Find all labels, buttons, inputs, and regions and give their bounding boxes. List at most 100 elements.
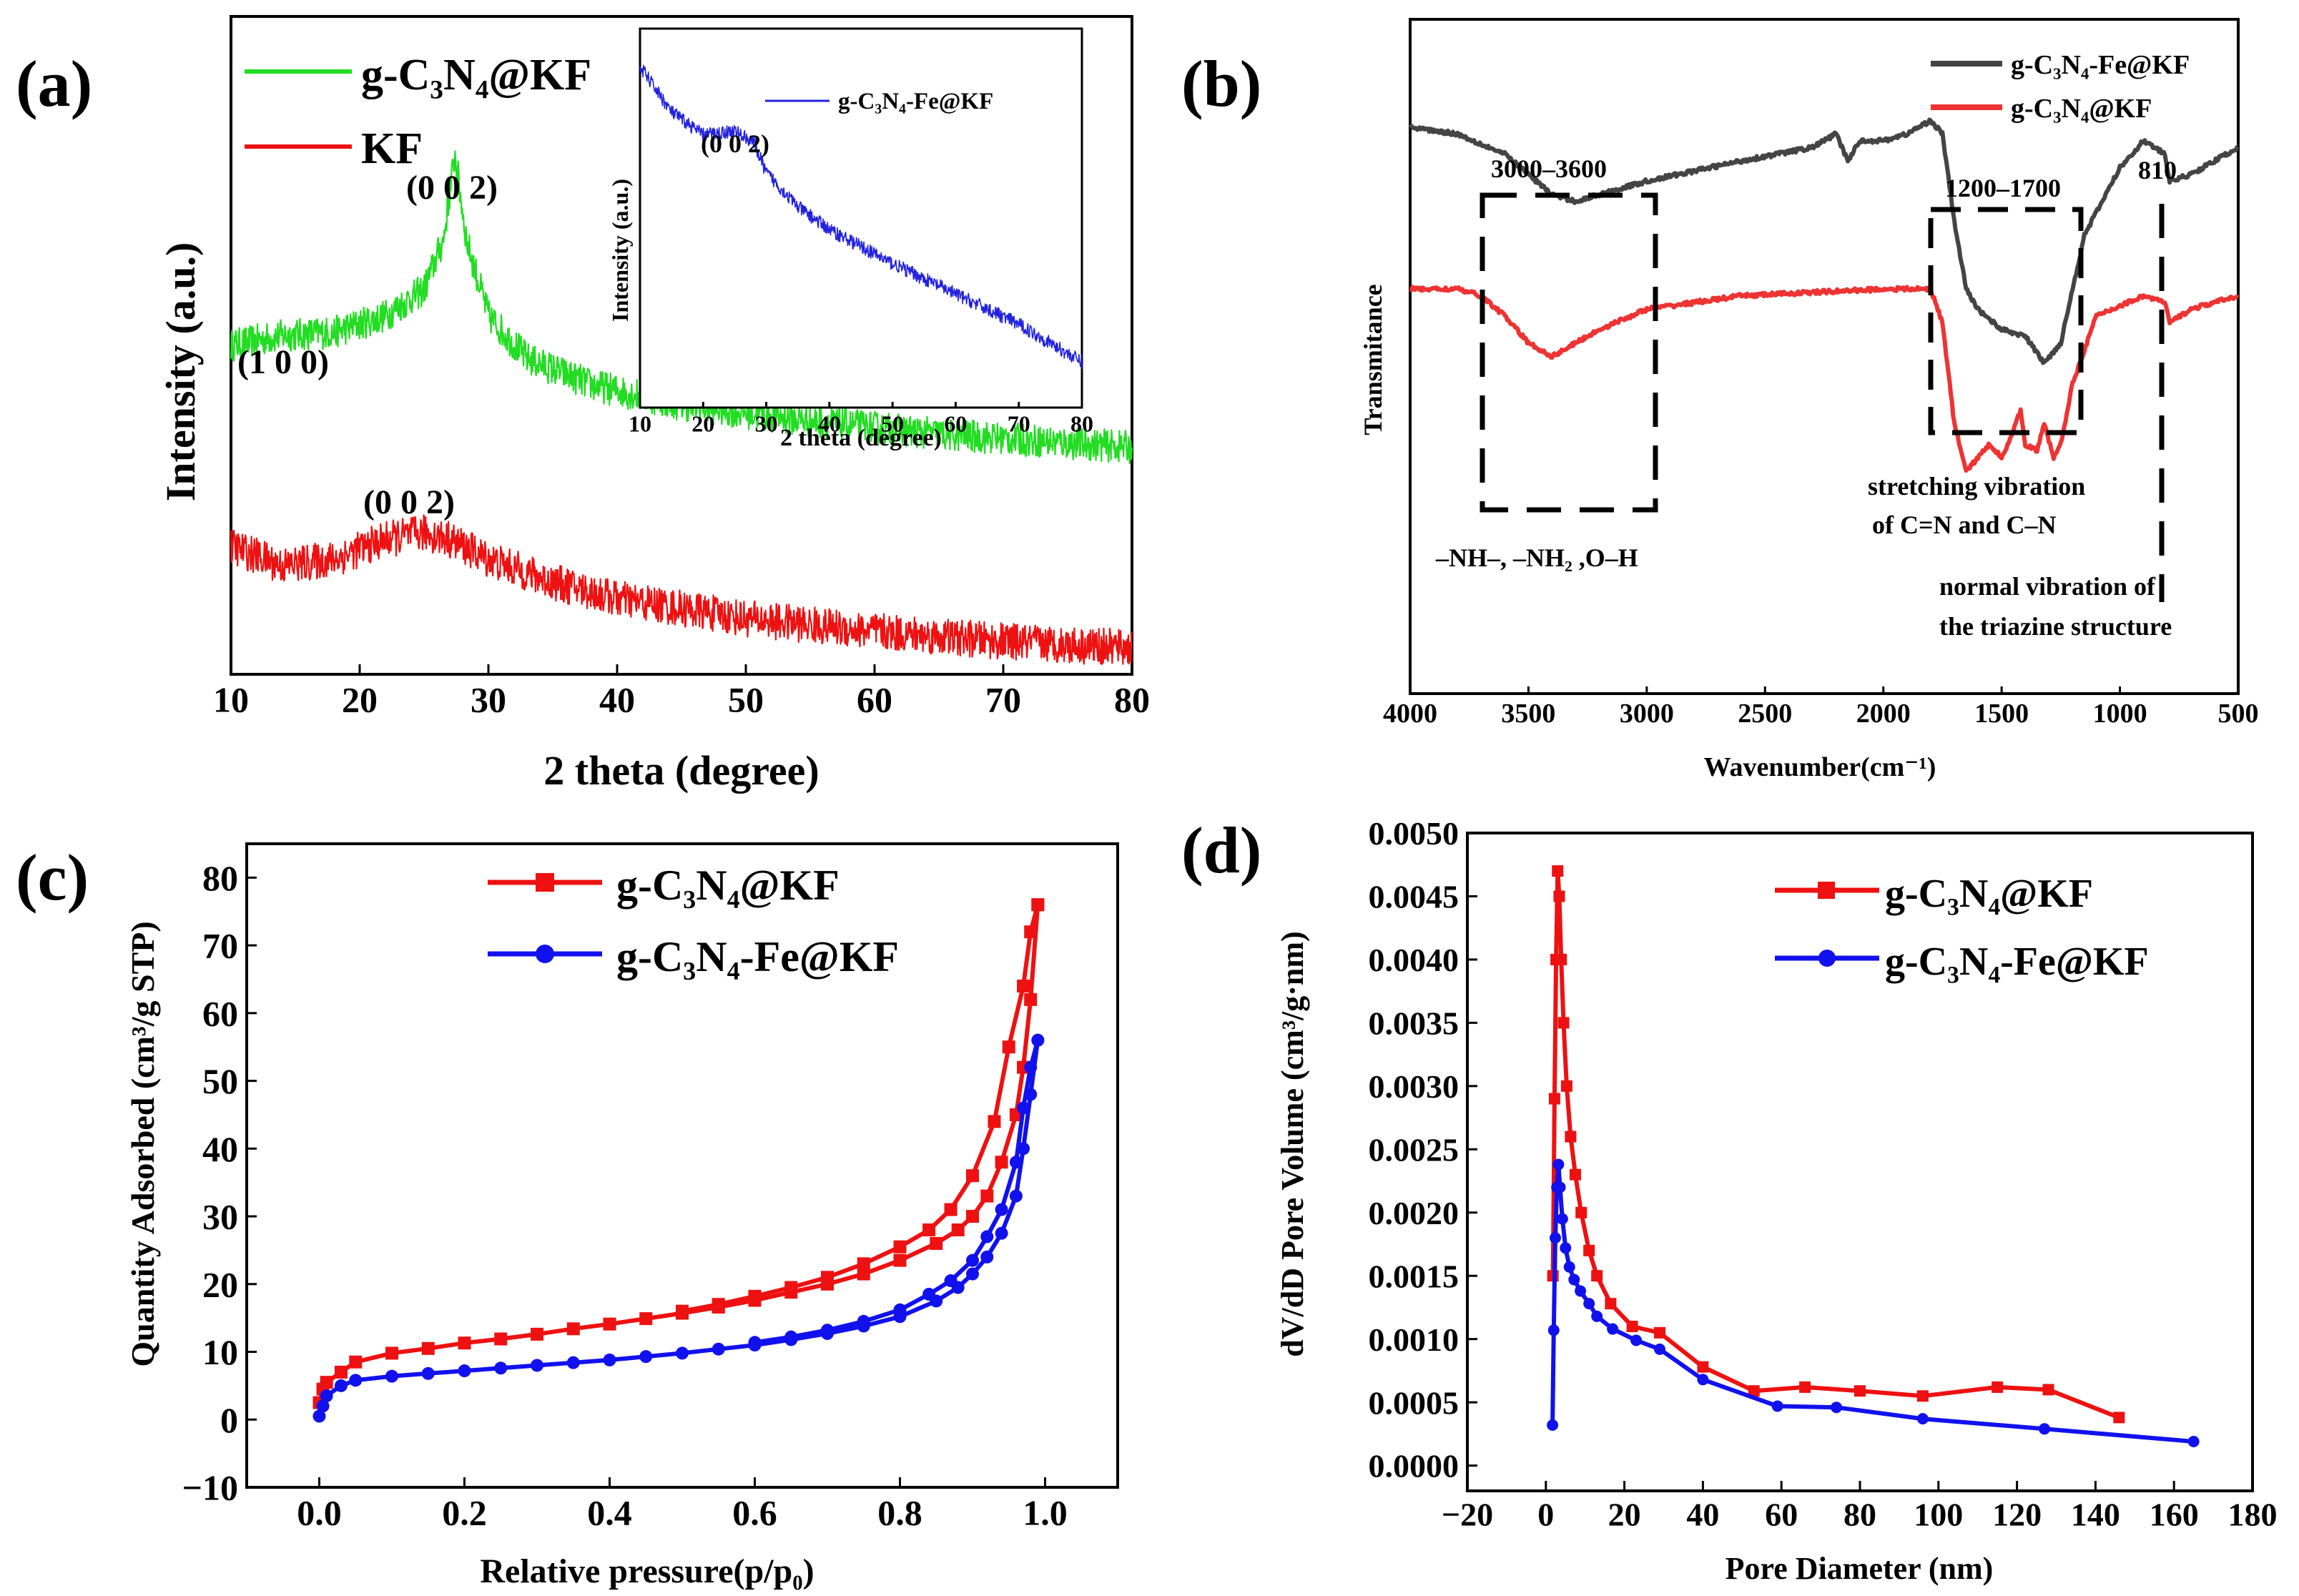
panel-d-y-tick-label-0-0030: 0.0030 [1369, 1068, 1459, 1105]
psd-point-g-c3n4-fe-kf-8 [1563, 1261, 1575, 1273]
psd-point-g-c3n4-fe-kf-11 [1583, 1298, 1595, 1310]
isotherm-point-g-c3n4-fe-kf-adsorption-6 [421, 1366, 435, 1380]
psd-point-g-c3n4-kf-8 [1565, 1130, 1577, 1143]
isotherm-point-g-c3n4-fe-kf-adsorption-3 [334, 1379, 348, 1392]
panel-b-x-tick-label-2500: 2500 [1738, 699, 1792, 729]
isotherm-point-g-c3n4-fe-kf-adsorption-22 [966, 1267, 979, 1281]
panel-a-x-tick-label-20: 20 [342, 680, 378, 720]
isotherm-point-g-c3n4-kf-desorption-0 [1031, 898, 1045, 912]
isotherm-point-g-c3n4-kf-desorption-4 [988, 1115, 1001, 1128]
panel-b-x-tick-label-1500: 1500 [1974, 699, 2029, 729]
psd-point-g-c3n4-kf-1 [1548, 1093, 1560, 1105]
isotherm-point-g-c3n4-kf-adsorption-2 [320, 1376, 333, 1389]
psd-point-g-c3n4-fe-kf-13 [1607, 1323, 1619, 1335]
inset-y-axis-label: Intensity (a.u.) [607, 179, 633, 322]
isotherm-point-g-c3n4-kf-desorption-11 [784, 1281, 798, 1294]
panel-d-label: (d) [1181, 814, 1261, 887]
panel-d-legend-text-fe: g-C₃N₄-Fe@KF [1885, 940, 2149, 984]
panel-b-legend-text-kf: g-C₃N₄@KF [2011, 94, 2152, 124]
inset-x-axis-label: 2 theta (degree) [780, 425, 942, 451]
panel-c-x-tick-label-0-0: 0.0 [297, 1493, 342, 1533]
panel-d-y-tick-label-0-0050: 0.0050 [1369, 815, 1459, 852]
isotherm-point-g-c3n4-kf-desorption-13 [712, 1298, 725, 1311]
isotherm-point-g-c3n4-kf-adsorption-20 [930, 1236, 943, 1250]
panel-c-y-tick-label-40: 40 [202, 1129, 238, 1169]
isotherm-point-g-c3n4-kf-desorption-2 [1017, 979, 1030, 992]
panel-d-x-tick-label-80: 80 [1843, 1496, 1876, 1532]
panel-d-x-axis-label: Pore Diameter (nm) [1726, 1551, 1994, 1586]
panel-d-y-ticks: 0.0000 0.0005 0.0010 0.0015 0.0020 0.0025 0.00… [1369, 815, 1477, 1484]
panel-d-y-tick-label-0-0015: 0.0015 [1369, 1258, 1459, 1294]
psd-point-g-c3n4-fe-kf-14 [1630, 1334, 1643, 1346]
isotherm-point-g-c3n4-kf-desorption-9 [857, 1257, 870, 1271]
panel-a-x-tick-label-60: 60 [857, 680, 892, 720]
isotherm-point-g-c3n4-fe-kf-desorption-11 [821, 1324, 834, 1337]
panel-d-x-tick-label-60: 60 [1765, 1496, 1798, 1532]
psd-point-g-c3n4-fe-kf-0 [1547, 1419, 1559, 1431]
panel-d-x-tick-label-180: 180 [2228, 1496, 2278, 1532]
isotherm-point-g-c3n4-fe-kf-desorption-8 [922, 1288, 936, 1301]
panel-c-x-tick-label-0-2: 0.2 [442, 1493, 487, 1533]
panel-b-legend-text-fe: g-C₃N₄-Fe@KF [2011, 50, 2190, 80]
panel-b-label: (b) [1181, 47, 1261, 120]
psd-point-g-c3n4-fe-kf-2 [1549, 1232, 1561, 1244]
panel-d-series [1547, 865, 2200, 1447]
panel-c-x-tick-label-0-8: 0.8 [877, 1493, 922, 1533]
isotherm-point-g-c3n4-fe-kf-desorption-2 [1017, 1101, 1030, 1115]
panel-c-x-ticks: 0.0 0.2 0.4 0.6 0.8 1.0 [297, 1477, 1068, 1533]
panel-b-series [1408, 117, 2240, 473]
panel-b-x-tick-label-3500: 3500 [1501, 699, 1555, 729]
isotherm-point-g-c3n4-fe-kf-desorption-9 [893, 1303, 907, 1316]
isotherm-point-g-c3n4-fe-kf-adsorption-5 [385, 1369, 398, 1383]
inset-x-tick-label-70: 70 [1008, 411, 1030, 437]
panel-d-y-tick-label-0-0040: 0.0040 [1369, 942, 1459, 978]
panel-d-legend-text-kf: g-C₃N₄@KF [1885, 872, 2093, 916]
panel-a-annotation-002-green: (0 0 2) [406, 169, 498, 207]
psd-point-g-c3n4-fe-kf-5 [1554, 1181, 1566, 1193]
isotherm-point-g-c3n4-fe-kf-adsorption-9 [531, 1359, 543, 1372]
panel-d-y-tick-label-0-0045: 0.0045 [1369, 879, 1459, 915]
panel-a-y-axis-label: Intensity (a.u.) [157, 242, 204, 502]
psd-point-g-c3n4-kf-20 [1916, 1390, 1929, 1402]
inset-x-tick-label-80: 80 [1070, 411, 1093, 437]
region-1200-1700-box [1928, 207, 2084, 435]
panel-d-y-tick-label-0-0000: 0.0000 [1369, 1448, 1459, 1484]
isotherm-point-g-c3n4-kf-adsorption-8 [494, 1332, 508, 1346]
panel-d-y-axis-label: dV/dD Pore Volume (cm³/g·nm) [1275, 931, 1310, 1356]
panel-c-y-axis-label: Quantity Adsorbed (cm³/g STP) [124, 921, 161, 1366]
isotherm-point-g-c3n4-kf-adsorption-10 [566, 1322, 580, 1336]
panel-c-y-tick-label-10: 10 [202, 1332, 238, 1372]
isotherm-point-g-c3n4-fe-kf-adsorption-14 [712, 1342, 725, 1356]
panel-b-x-tick-label-2000: 2000 [1856, 699, 1911, 729]
annotation-nh-oh: –NH–, –NH₂ ,O–H [1435, 543, 1638, 572]
isotherm-point-g-c3n4-kf-adsorption-4 [349, 1355, 363, 1369]
panel-c-x-tick-label-0-4: 0.4 [587, 1493, 632, 1533]
psd-point-g-c3n4-kf-17 [1748, 1385, 1760, 1397]
panel-a-x-ticks: 10 20 30 40 50 60 70 80 [213, 664, 1150, 720]
isotherm-point-g-c3n4-fe-kf-adsorption-10 [566, 1356, 580, 1369]
psd-point-g-c3n4-kf-6 [1557, 1017, 1570, 1029]
inset-x-tick-label-30: 30 [755, 411, 778, 437]
panel-a-x-tick-label-80: 80 [1114, 680, 1150, 720]
inset-x-tick-label-10: 10 [629, 411, 651, 437]
isotherm-point-g-c3n4-kf-adsorption-27 [1024, 992, 1038, 1006]
panel-c-y-tick-label-30: 30 [202, 1197, 238, 1237]
inset-series [639, 64, 1083, 369]
isotherm-point-g-c3n4-kf-desorption-12 [748, 1289, 762, 1303]
psd-point-g-c3n4-fe-kf-19 [1916, 1413, 1929, 1425]
psd-point-g-c3n4-kf-19 [1854, 1385, 1866, 1397]
isotherm-point-g-c3n4-fe-kf-desorption-5 [980, 1230, 994, 1243]
isotherm-point-g-c3n4-kf-desorption-7 [922, 1223, 936, 1236]
panel-c-x-tick-label-1-0: 1.0 [1023, 1493, 1068, 1533]
psd-point-g-c3n4-kf-16 [1697, 1361, 1709, 1373]
psd-point-g-c3n4-fe-kf-16 [1697, 1374, 1709, 1386]
panel-d-x-tick-label-40: 40 [1686, 1496, 1719, 1532]
isotherm-point-g-c3n4-kf-adsorption-12 [639, 1312, 653, 1326]
isotherm-point-g-c3n4-fe-kf-adsorption-8 [494, 1361, 508, 1375]
panel-c-legend-marker-kf [536, 873, 554, 892]
annotation-triazine-2: the triazine structure [1939, 612, 2172, 641]
region-3000-3600-box [1480, 192, 1658, 513]
isotherm-point-g-c3n4-kf-desorption-5 [966, 1169, 979, 1183]
panel-a-legend-text-kf: KF [361, 124, 423, 173]
